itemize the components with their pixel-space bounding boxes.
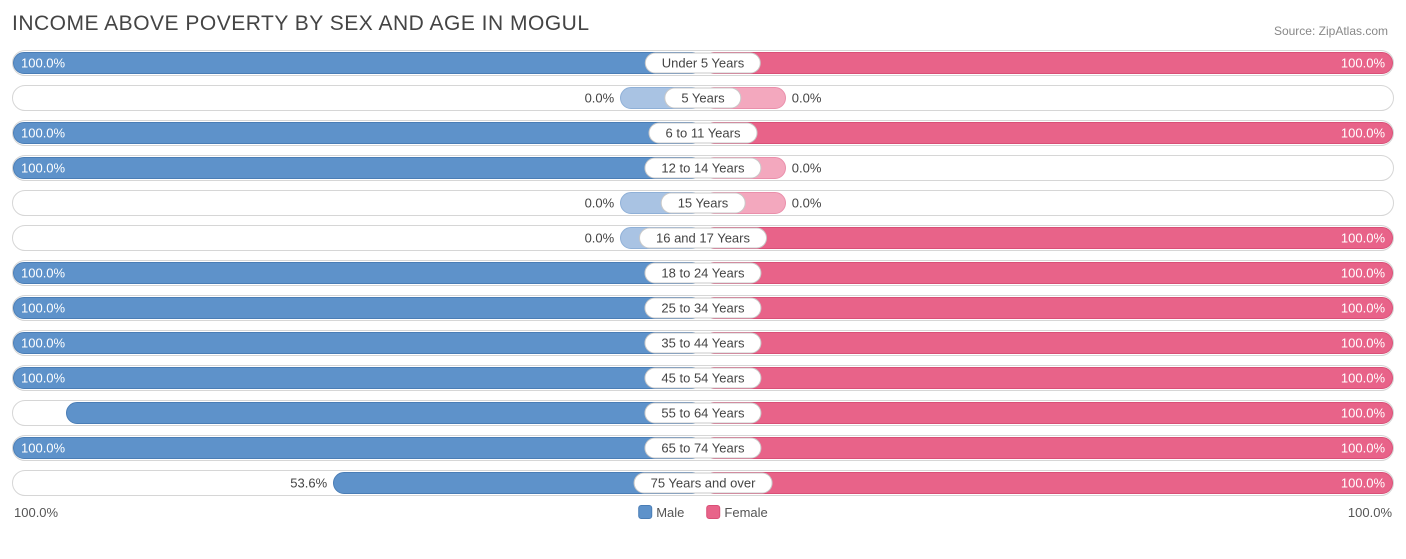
legend-male: Male xyxy=(638,505,684,520)
chart-row: 0.0% 0.0% 15 Years xyxy=(12,190,1394,216)
chart-row: 100.0% 100.0% 25 to 34 Years xyxy=(12,295,1394,321)
female-bar xyxy=(703,122,1393,144)
male-bar xyxy=(13,262,703,284)
male-value: 100.0% xyxy=(21,266,65,281)
category-label: 18 to 24 Years xyxy=(644,263,761,284)
female-value: 100.0% xyxy=(1341,231,1385,246)
category-label: 65 to 74 Years xyxy=(644,438,761,459)
chart-row: 100.0% 100.0% 18 to 24 Years xyxy=(12,260,1394,286)
chart-row: 100.0% 0.0% 12 to 14 Years xyxy=(12,155,1394,181)
male-value: 100.0% xyxy=(21,301,65,316)
male-bar xyxy=(13,437,703,459)
female-value: 100.0% xyxy=(1341,371,1385,386)
male-value: 0.0% xyxy=(585,196,615,211)
male-bar xyxy=(13,367,703,389)
legend-male-label: Male xyxy=(656,505,684,520)
axis-label-right: 100.0% xyxy=(1348,505,1392,520)
male-bar xyxy=(13,122,703,144)
category-label: Under 5 Years xyxy=(645,53,761,74)
category-label: 35 to 44 Years xyxy=(644,333,761,354)
male-value: 0.0% xyxy=(585,91,615,106)
chart-row: 92.3% 100.0% 55 to 64 Years xyxy=(12,400,1394,426)
female-value: 100.0% xyxy=(1341,336,1385,351)
chart-row: 0.0% 100.0% 16 and 17 Years xyxy=(12,225,1394,251)
male-bar xyxy=(66,402,703,424)
chart-row: 100.0% 100.0% Under 5 Years xyxy=(12,50,1394,76)
chart-row: 100.0% 100.0% 6 to 11 Years xyxy=(12,120,1394,146)
chart-row: 100.0% 100.0% 35 to 44 Years xyxy=(12,330,1394,356)
male-bar xyxy=(13,332,703,354)
female-value: 100.0% xyxy=(1341,301,1385,316)
female-bar xyxy=(703,402,1393,424)
chart-title: INCOME ABOVE POVERTY BY SEX AND AGE IN M… xyxy=(12,12,1394,36)
female-value: 0.0% xyxy=(792,161,822,176)
chart-row: 100.0% 100.0% 45 to 54 Years xyxy=(12,365,1394,391)
male-value: 53.6% xyxy=(290,476,327,491)
category-label: 55 to 64 Years xyxy=(644,403,761,424)
category-label: 25 to 34 Years xyxy=(644,298,761,319)
male-value: 100.0% xyxy=(21,371,65,386)
legend-female: Female xyxy=(706,505,767,520)
category-label: 6 to 11 Years xyxy=(649,123,758,144)
category-label: 5 Years xyxy=(664,88,741,109)
female-value: 100.0% xyxy=(1341,266,1385,281)
category-label: 12 to 14 Years xyxy=(644,158,761,179)
female-swatch xyxy=(706,505,720,519)
diverging-bar-chart: 100.0% 100.0% Under 5 Years 0.0% 0.0% 5 Years… xyxy=(12,50,1394,496)
chart-source: Source: ZipAtlas.com xyxy=(1274,24,1388,38)
male-value: 100.0% xyxy=(21,161,65,176)
male-bar xyxy=(13,157,703,179)
female-bar xyxy=(703,227,1393,249)
male-bar xyxy=(13,52,703,74)
female-bar xyxy=(703,472,1393,494)
female-value: 100.0% xyxy=(1341,126,1385,141)
chart-row: 53.6% 100.0% 75 Years and over xyxy=(12,470,1394,496)
category-label: 75 Years and over xyxy=(634,473,773,494)
legend: Male Female xyxy=(638,505,768,520)
category-label: 16 and 17 Years xyxy=(639,228,767,249)
category-label: 45 to 54 Years xyxy=(644,368,761,389)
female-value: 100.0% xyxy=(1341,56,1385,71)
male-bar xyxy=(13,297,703,319)
female-value: 100.0% xyxy=(1341,476,1385,491)
female-bar xyxy=(703,332,1393,354)
female-value: 0.0% xyxy=(792,91,822,106)
female-bar xyxy=(703,297,1393,319)
chart-row: 100.0% 100.0% 65 to 74 Years xyxy=(12,435,1394,461)
male-value: 100.0% xyxy=(21,126,65,141)
female-bar xyxy=(703,437,1393,459)
male-value: 100.0% xyxy=(21,336,65,351)
male-value: 92.3% xyxy=(21,406,58,421)
axis-label-left: 100.0% xyxy=(14,505,58,520)
female-value: 100.0% xyxy=(1341,406,1385,421)
category-label: 15 Years xyxy=(661,193,746,214)
female-value: 0.0% xyxy=(792,196,822,211)
male-value: 0.0% xyxy=(585,231,615,246)
female-bar xyxy=(703,262,1393,284)
male-swatch xyxy=(638,505,652,519)
x-axis: 100.0% Male Female 100.0% xyxy=(12,505,1394,523)
chart-row: 0.0% 0.0% 5 Years xyxy=(12,85,1394,111)
female-value: 100.0% xyxy=(1341,441,1385,456)
male-value: 100.0% xyxy=(21,56,65,71)
legend-female-label: Female xyxy=(724,505,767,520)
female-bar xyxy=(703,367,1393,389)
female-bar xyxy=(703,52,1393,74)
male-value: 100.0% xyxy=(21,441,65,456)
